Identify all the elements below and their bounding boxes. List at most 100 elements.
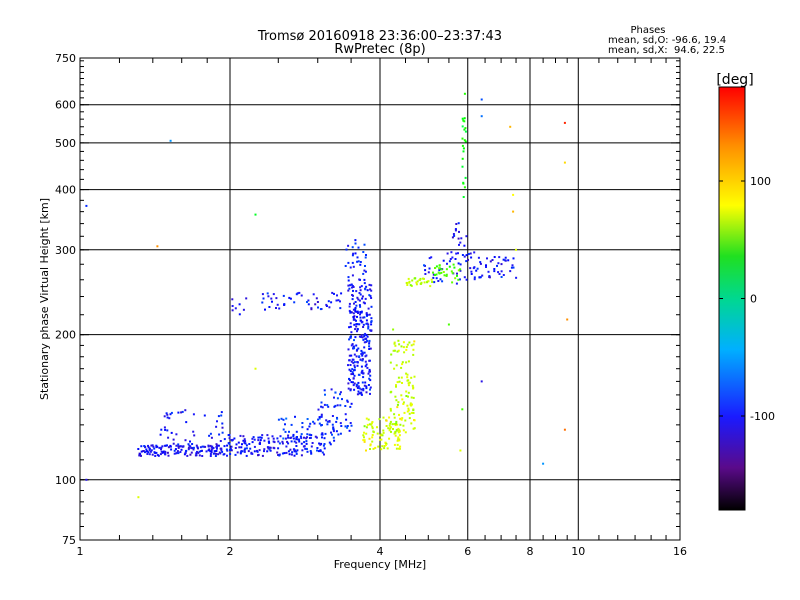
echo-point bbox=[332, 428, 335, 431]
echo-point bbox=[231, 298, 234, 301]
echo-point bbox=[360, 311, 363, 314]
echo-point bbox=[161, 445, 164, 448]
echo-point bbox=[457, 222, 460, 225]
echo-point bbox=[364, 381, 367, 384]
echo-point bbox=[389, 409, 392, 412]
echo-point bbox=[268, 306, 271, 308]
echo-point bbox=[356, 315, 358, 318]
echo-point bbox=[401, 417, 404, 420]
echo-point bbox=[410, 422, 413, 425]
echo-point bbox=[432, 271, 434, 274]
echo-point bbox=[398, 343, 401, 346]
echo-point bbox=[318, 422, 321, 425]
echo-point bbox=[167, 446, 170, 449]
echo-point bbox=[392, 428, 394, 430]
echo-point bbox=[321, 436, 323, 439]
echo-point bbox=[409, 402, 412, 405]
echo-point bbox=[349, 284, 351, 287]
echo-point bbox=[253, 450, 256, 453]
echo-point bbox=[169, 139, 172, 142]
echo-point bbox=[229, 449, 231, 451]
echo-point bbox=[398, 380, 401, 383]
echo-point bbox=[147, 451, 150, 454]
echo-point bbox=[187, 448, 190, 451]
echo-point bbox=[330, 388, 333, 391]
echo-point bbox=[150, 449, 153, 452]
echo-point bbox=[300, 454, 303, 457]
echo-point bbox=[427, 271, 430, 274]
echo-point bbox=[191, 443, 194, 445]
echo-point bbox=[197, 451, 200, 454]
echo-point bbox=[367, 384, 370, 386]
echo-point bbox=[493, 270, 496, 273]
echo-point bbox=[347, 364, 349, 367]
echo-point bbox=[354, 310, 357, 312]
echo-point bbox=[362, 389, 365, 392]
echo-point bbox=[276, 303, 279, 306]
echo-point bbox=[356, 386, 359, 389]
echo-point bbox=[462, 119, 465, 122]
echo-point bbox=[411, 403, 413, 406]
echo-point bbox=[353, 374, 356, 377]
echo-point bbox=[396, 423, 399, 426]
echo-point bbox=[194, 454, 197, 457]
echo-point bbox=[352, 373, 355, 375]
echo-point bbox=[295, 452, 298, 455]
echo-point bbox=[266, 434, 269, 437]
echo-point bbox=[455, 223, 458, 225]
echo-point bbox=[301, 426, 304, 429]
echo-point bbox=[435, 265, 438, 268]
echo-point bbox=[257, 439, 260, 442]
echo-point bbox=[364, 297, 367, 300]
echo-point bbox=[350, 283, 353, 286]
echo-point bbox=[304, 447, 307, 450]
echo-point bbox=[357, 312, 359, 314]
colorbar-tick-label: 100 bbox=[750, 175, 771, 188]
echo-point bbox=[390, 430, 392, 433]
echo-point bbox=[435, 277, 438, 280]
echo-point bbox=[411, 279, 414, 282]
echo-point bbox=[363, 335, 366, 338]
echo-point bbox=[203, 414, 206, 417]
echo-point bbox=[347, 382, 350, 385]
echo-point bbox=[189, 453, 192, 456]
echo-point bbox=[251, 437, 254, 440]
echo-point bbox=[295, 445, 298, 447]
echo-point bbox=[351, 274, 354, 277]
echo-point bbox=[261, 293, 264, 296]
echo-point bbox=[295, 430, 298, 433]
echo-point bbox=[219, 440, 222, 442]
echo-point bbox=[204, 445, 207, 448]
echo-point bbox=[318, 416, 321, 419]
echo-point bbox=[254, 367, 257, 370]
echo-point bbox=[336, 397, 339, 400]
echo-point bbox=[180, 411, 183, 414]
echo-point bbox=[308, 433, 311, 436]
echo-point bbox=[393, 367, 396, 370]
echo-point bbox=[418, 279, 421, 281]
echo-point bbox=[377, 445, 380, 448]
echo-point bbox=[458, 230, 460, 233]
echo-point bbox=[261, 301, 264, 304]
echo-point bbox=[367, 327, 370, 330]
echo-point bbox=[321, 406, 324, 409]
echo-point bbox=[477, 256, 480, 259]
echo-point bbox=[365, 432, 368, 435]
echo-point bbox=[238, 303, 241, 306]
echo-point bbox=[385, 443, 387, 446]
echo-point bbox=[263, 439, 266, 442]
echo-point bbox=[353, 388, 356, 391]
echo-point bbox=[245, 454, 248, 457]
echo-point bbox=[462, 147, 465, 150]
echo-point bbox=[160, 450, 163, 453]
echo-point bbox=[147, 444, 149, 447]
echo-point bbox=[351, 261, 354, 264]
echo-point bbox=[163, 426, 166, 429]
echo-point bbox=[193, 434, 196, 437]
echo-point bbox=[457, 237, 460, 240]
echo-point bbox=[362, 326, 365, 328]
echo-point bbox=[191, 447, 194, 450]
echo-point bbox=[220, 414, 223, 417]
echo-point bbox=[394, 434, 397, 437]
echo-point bbox=[369, 392, 371, 395]
